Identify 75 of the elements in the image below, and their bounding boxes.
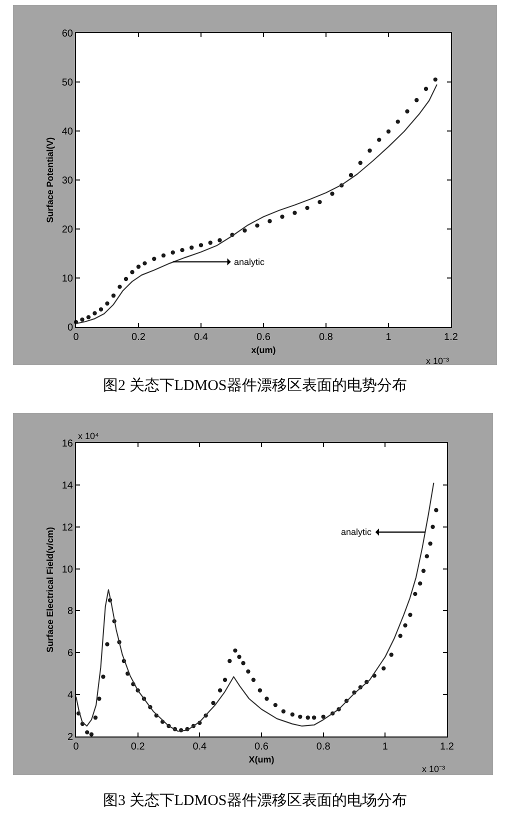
point [414,98,419,102]
x-axis-title: x(um) [251,344,276,355]
point [255,223,260,228]
y-tick-label: 60 [62,28,74,40]
x-tick-label: 0.6 [256,332,271,343]
annotation: analytic [234,257,266,267]
point [124,276,128,282]
x-tick-label: 1 [386,332,392,343]
point [136,264,141,269]
point [142,261,147,266]
point [377,138,382,142]
point [92,311,97,316]
text: x 10⁻³ [426,356,450,366]
point [424,86,428,91]
point [318,200,322,204]
point [305,206,310,210]
point [98,307,104,312]
point [368,148,372,153]
y-tick-label: 10 [62,274,74,284]
text: x 10⁻³ [422,764,446,774]
point [130,270,134,274]
point [111,294,116,298]
point [292,210,297,215]
y-tick-label: 30 [62,176,74,186]
point [180,248,184,252]
point [208,240,212,245]
point [86,315,91,320]
point [268,219,272,224]
x-tick-label: 1.2 [444,332,458,343]
text: 图3 关态下LDMOS器件漂移区表面的电场分布 [103,792,407,809]
point [330,192,334,196]
point [161,253,166,258]
x-tick-label: 0.2 [130,742,146,752]
y-tick-label: 20 [62,224,74,236]
y-axis-title: Surface Potential(V) [45,137,56,223]
point [105,301,110,306]
y-tick-label: 2 [67,732,74,743]
point [386,129,391,134]
y-tick-label: 14 [62,480,74,492]
x-axis-title: X(um) [248,754,274,764]
point [348,173,354,178]
x-tick-label: 0.4 [194,332,208,343]
point [396,120,400,124]
y-tick-label: 12 [62,522,74,534]
y-tick-label: 4 [67,690,74,702]
text: x 10⁴ [78,431,100,441]
y-tick-label: 8 [67,606,74,618]
y-axis-title: Surface Electrical Field(v/cm) [45,526,56,653]
point [152,256,156,261]
y-tick-label: 16 [62,438,74,450]
x-tick-label: 0.2 [132,332,146,343]
point [198,243,204,248]
point [405,109,410,114]
point [218,238,222,242]
point [170,250,175,255]
point [280,214,284,219]
text: 图2 关态下LDMOS器件漂移区表面的电势分布 [103,377,407,394]
annotation: analytic [341,527,372,537]
point [80,318,84,322]
point [118,284,122,289]
y-tick-label: 6 [67,648,74,660]
y-tick-label: 40 [62,126,74,138]
point [358,160,362,165]
x-tick-label: 1 [382,742,388,752]
y-tick-label: 10 [62,564,74,576]
x-tick-label: 0.6 [254,742,269,752]
x-tick-label: 1.2 [440,742,454,752]
x-tick-label: 0.4 [192,742,208,752]
x-tick-label: 0.8 [316,742,331,752]
y-tick-label: 0 [67,322,74,334]
point [433,77,438,82]
point [190,246,194,250]
y-tick-label: 50 [62,78,74,88]
point [242,228,247,233]
x-tick-label: 0.8 [319,332,334,343]
